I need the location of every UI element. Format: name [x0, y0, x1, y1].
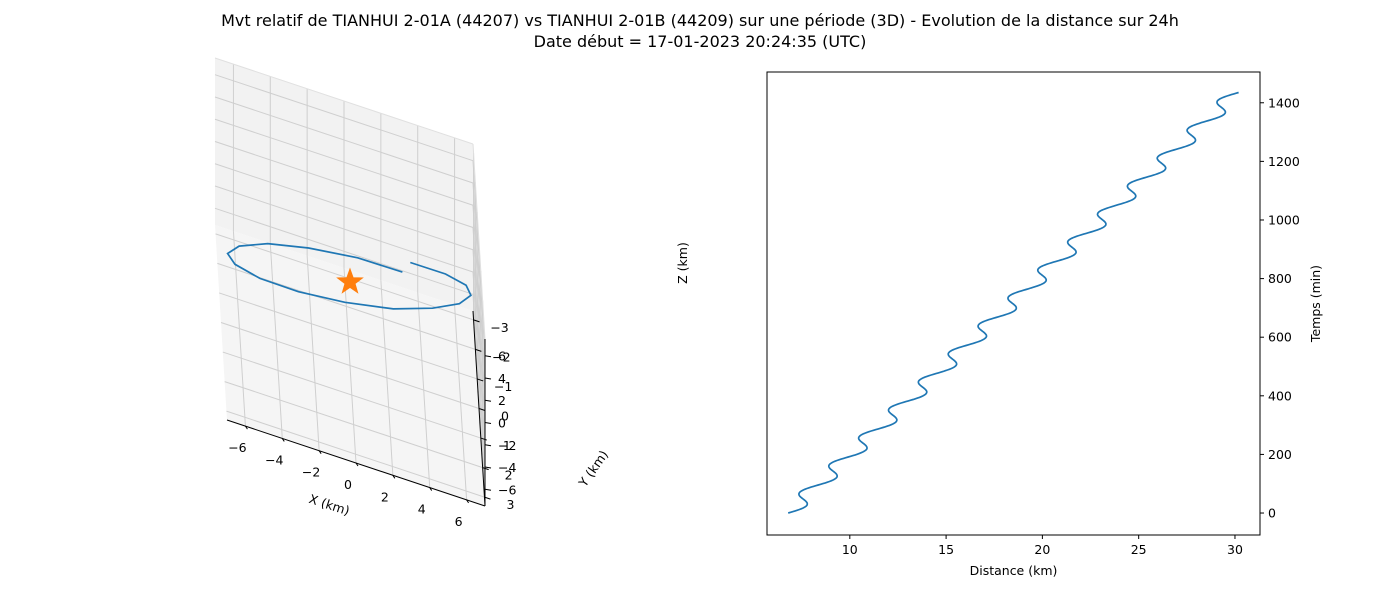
- x-axis-label: Distance (km): [970, 563, 1058, 578]
- z-tick-mark: [484, 377, 492, 380]
- y-tick-label: 1000: [1268, 212, 1300, 227]
- y-axis-label: Temps (min): [1308, 265, 1323, 343]
- grid-line-y-floor: [215, 233, 474, 321]
- x-tick-mark: [355, 462, 359, 467]
- y-tick-mark: [477, 378, 484, 382]
- distance-time-line: [787, 91, 1239, 514]
- y-tick-label: 0: [1268, 506, 1276, 521]
- grid-line-z-wall-x: [472, 160, 486, 356]
- x-tick-label: 30: [1227, 542, 1243, 557]
- grid-line-z-wall-y: [214, 141, 474, 228]
- grid-line-z-wall-x: [472, 227, 486, 423]
- x-tick-label: 15: [938, 542, 954, 557]
- x-tick-label: 0: [344, 477, 352, 492]
- x-tick-mark: [466, 499, 469, 504]
- x-tick-label: 4: [418, 502, 426, 517]
- plot-frame: [766, 71, 1261, 536]
- grid-line-y-floor: [219, 292, 478, 380]
- z-tick-label: −6: [498, 482, 516, 497]
- z-tick-label: −4: [498, 460, 516, 475]
- y-tick-label: 200: [1268, 447, 1292, 462]
- z-tick-label: 2: [498, 393, 506, 408]
- x-tick-mark: [281, 438, 285, 442]
- y-tick-label: 1400: [1268, 95, 1300, 110]
- z-tick-mark: [484, 444, 492, 447]
- z-tick-mark: [484, 355, 492, 358]
- y-tick-label: −1: [494, 379, 512, 394]
- figure-title-line2: Date début = 17-01-2023 20:24:35 (UTC): [534, 32, 867, 51]
- z-tick-mark: [484, 399, 492, 402]
- y-tick-mark: [473, 319, 480, 323]
- y-tick-label: 1200: [1268, 154, 1300, 169]
- y-tick-label: 400: [1268, 388, 1292, 403]
- chart-distance-vs-time: 10 15 20 25 30 0 200 400 600 800 1000 1200 1400 Dista…: [766, 71, 1323, 578]
- z-tick-label: −2: [498, 438, 516, 453]
- x-tick-mark: [429, 487, 433, 491]
- y-axis-label: Y (km): [575, 447, 611, 490]
- grid-line-y-floor: [224, 381, 483, 469]
- grid-line-y-floor: [220, 322, 480, 409]
- x-tick-mark: [318, 450, 322, 454]
- z-tick-label: 4: [498, 371, 506, 386]
- x-tick-label: 20: [1034, 542, 1050, 557]
- x-tick-label: 2: [381, 489, 389, 504]
- y-tick-mark: [480, 437, 487, 441]
- z-tick-mark: [484, 466, 492, 469]
- y-tick-label: 2: [505, 468, 513, 483]
- y-tick-label: 3: [506, 497, 514, 512]
- z-axis-label: Z (km): [675, 242, 690, 284]
- x-tick-label: 10: [842, 542, 858, 557]
- grid-line-z-wall-y: [214, 118, 474, 206]
- x-tick-mark: [245, 425, 248, 430]
- pane-edge: [214, 57, 474, 145]
- grid-line-z-wall-x: [472, 249, 486, 445]
- y-tick-mark: [484, 496, 491, 500]
- origin-star-marker: [336, 267, 364, 294]
- grid-line-y-floor: [222, 351, 481, 439]
- trajectory-line: [226, 242, 472, 310]
- grid-line-z-wall-y: [214, 185, 474, 273]
- y-tick-mark: [475, 348, 482, 352]
- y-tick-label: 0: [501, 409, 509, 424]
- grid-line-z-wall-x: [472, 182, 486, 378]
- grid-line-y-floor: [226, 410, 485, 498]
- grid-line-z-wall-y: [214, 74, 474, 162]
- y-tick-label: −3: [490, 320, 508, 335]
- z-tick-mark: [484, 422, 492, 424]
- x-tick-label: −6: [228, 440, 246, 455]
- x-tick-label: 25: [1131, 542, 1147, 557]
- grid-line-z-wall-x: [472, 294, 486, 490]
- grid-line-z-wall-y: [214, 207, 474, 295]
- y-tick-mark: [482, 467, 489, 471]
- y-tick-label: 1: [503, 438, 511, 453]
- y-tick-label: 600: [1268, 330, 1292, 345]
- grid-line-z-wall-y: [214, 96, 474, 184]
- grid-line-z-wall-y: [214, 163, 474, 251]
- y-tick-label: −2: [492, 349, 510, 364]
- grid-line-z-wall-x: [472, 205, 486, 401]
- pane-edge: [472, 143, 486, 340]
- x-tick-label: 6: [455, 514, 463, 529]
- x-axis-label: X (km): [307, 491, 351, 518]
- z-tick-label: 0: [498, 416, 506, 431]
- z-tick-label: 6: [498, 349, 506, 364]
- x-tick-label: −4: [265, 452, 283, 467]
- grid-line-z-wall-x: [472, 272, 486, 468]
- x-tick-label: −2: [302, 465, 320, 480]
- x-tick-mark: [392, 475, 396, 479]
- figure-title-line1: Mvt relatif de TIANHUI 2-01A (44207) vs …: [221, 11, 1179, 30]
- z-tick-mark: [484, 488, 492, 491]
- y-tick-mark: [478, 408, 486, 411]
- y-tick-label: 800: [1268, 271, 1292, 286]
